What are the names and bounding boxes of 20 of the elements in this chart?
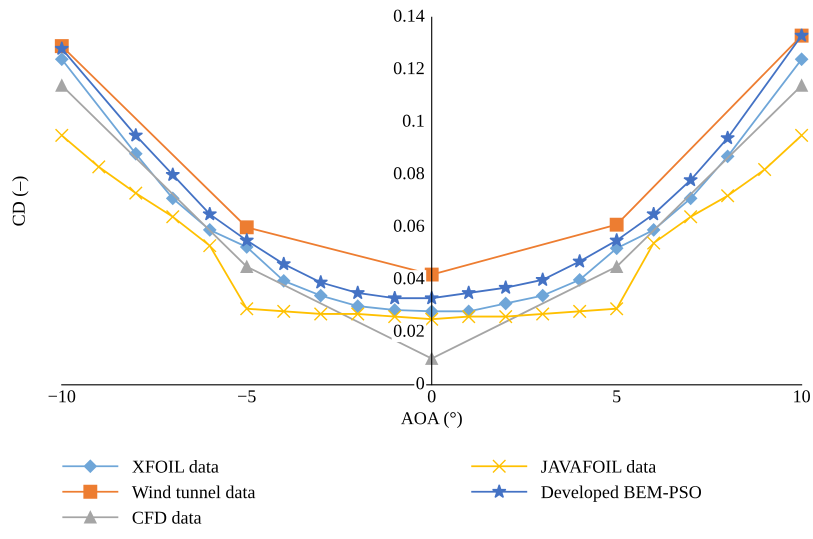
y-tick-label: 0.02	[394, 324, 424, 337]
y-tick-label: 0.14	[394, 10, 424, 22]
x-tick-label: 5	[613, 390, 620, 402]
legend-label: CFD data	[132, 511, 202, 524]
legend-label: JAVAFOIL data	[541, 460, 656, 473]
x-tick-label: −5	[238, 390, 256, 402]
y-tick-label: 0	[416, 377, 424, 390]
y-tick-label: 0.12	[394, 62, 424, 74]
x-tick-label: 10	[794, 390, 810, 402]
y-tick-label: 0.08	[394, 167, 424, 180]
legend-label: XFOIL data	[132, 460, 219, 473]
y-tick-label: 0.06	[394, 220, 424, 232]
legend-label: Developed BEM-PSO	[541, 486, 701, 502]
x-tick-label: −10	[48, 390, 76, 402]
x-axis-title: AOA (°)	[400, 412, 462, 428]
y-axis-title: CD (–)	[12, 176, 28, 226]
x-tick-label: 0	[428, 390, 436, 402]
y-tick-label: 0.1	[402, 114, 424, 127]
legend-label: Wind tunnel data	[132, 486, 256, 498]
y-tick-label: 0.04	[394, 272, 424, 284]
